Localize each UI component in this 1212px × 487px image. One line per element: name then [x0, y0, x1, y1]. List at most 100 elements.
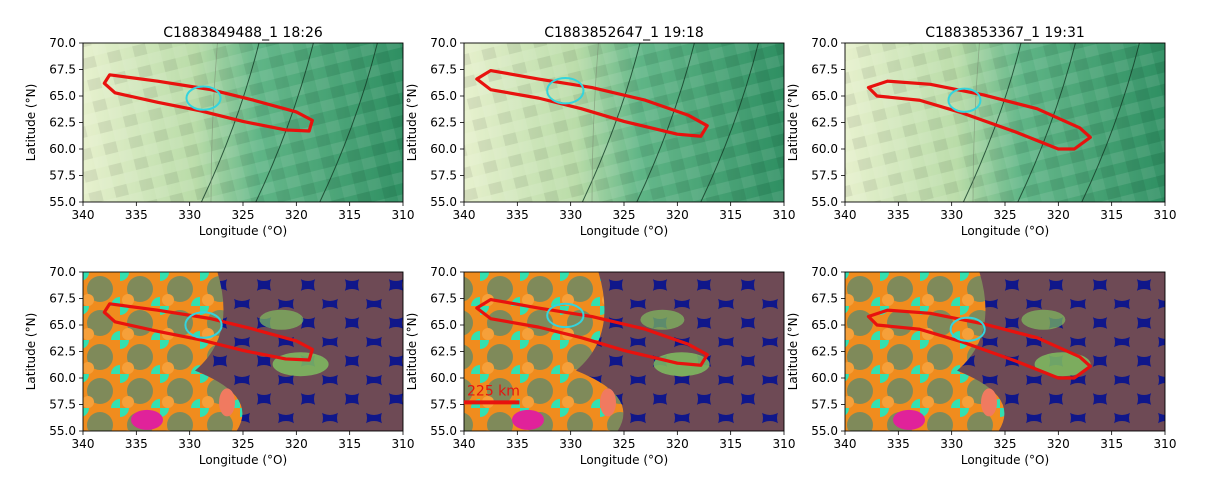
y-tick-label: 60.0 — [49, 371, 76, 385]
x-tick-label: 310 — [773, 208, 796, 222]
image-background — [845, 272, 1165, 431]
map-panel-1: 340 335 330 325 320 315 310 55.0 57.5 60.0 62.5 65.… — [24, 25, 414, 238]
x-tick-label: 340 — [834, 208, 857, 222]
x-tick-label: 325 — [613, 437, 636, 451]
y-tick-label: 60.0 — [811, 371, 838, 385]
y-axis-label: Latitude (°N) — [405, 84, 419, 162]
x-tick-label: 315 — [719, 437, 742, 451]
x-tick-label: 325 — [232, 437, 255, 451]
x-tick-label: 340 — [453, 208, 476, 222]
y-tick-label: 70.0 — [49, 36, 76, 50]
region-outline — [866, 79, 1092, 151]
y-tick-label: 65.0 — [49, 89, 76, 103]
y-axis-label: Latitude (°N) — [24, 313, 38, 391]
x-tick-label: 330 — [559, 208, 582, 222]
x-tick-label: 330 — [940, 437, 963, 451]
y-tick-label: 60.0 — [811, 142, 838, 156]
footprint-circle — [949, 316, 986, 342]
footprint-circle — [546, 302, 585, 329]
y-tick-label: 67.5 — [430, 63, 457, 77]
x-tick-label: 315 — [719, 208, 742, 222]
y-tick-label: 65.0 — [430, 89, 457, 103]
footprint-circle — [185, 85, 222, 111]
map-panel-2: 340 335 330 325 320 315 310 55.0 57.5 60.0 62.5 65.… — [405, 25, 795, 238]
y-tick-label: 57.5 — [811, 398, 838, 412]
panel-title: C1883853367_1 19:31 — [925, 25, 1085, 41]
map-panel-6: 340 335 330 325 320 315 310 55.0 57.5 60.0 62.5 65.… — [786, 265, 1176, 467]
map-panel-3: 340 335 330 325 320 315 310 55.0 57.5 60.0 62.5 65.… — [786, 25, 1176, 238]
y-tick-label: 57.5 — [49, 398, 76, 412]
y-tick-label: 67.5 — [49, 63, 76, 77]
x-axis-label: Longitude (°O) — [961, 453, 1049, 467]
y-tick-label: 67.5 — [811, 63, 838, 77]
x-tick-label: 340 — [72, 208, 95, 222]
x-tick-label: 315 — [1100, 437, 1123, 451]
y-tick-label: 67.5 — [811, 292, 838, 306]
y-tick-label: 62.5 — [811, 345, 838, 359]
y-axis-label: Latitude (°N) — [786, 84, 800, 162]
x-axis-label: Longitude (°O) — [961, 224, 1049, 238]
x-tick-label: 310 — [1154, 208, 1177, 222]
y-tick-label: 70.0 — [430, 265, 457, 279]
x-tick-label: 325 — [232, 208, 255, 222]
x-tick-label: 320 — [666, 437, 689, 451]
y-tick-label: 55.0 — [430, 424, 457, 438]
y-tick-label: 57.5 — [49, 169, 76, 183]
region-outline — [102, 302, 314, 362]
x-tick-label: 340 — [834, 437, 857, 451]
y-tick-label: 57.5 — [430, 398, 457, 412]
y-tick-label: 67.5 — [430, 292, 457, 306]
x-tick-label: 310 — [392, 437, 415, 451]
y-tick-label: 65.0 — [49, 318, 76, 332]
x-tick-label: 310 — [1154, 437, 1177, 451]
x-tick-label: 330 — [178, 208, 201, 222]
y-axis-label: Latitude (°N) — [405, 313, 419, 391]
map-panel-4: 340 335 330 325 320 315 310 55.0 57.5 60.0 62.5 65.… — [24, 265, 414, 467]
y-tick-label: 70.0 — [811, 36, 838, 50]
x-axis-label: Longitude (°O) — [199, 453, 287, 467]
x-tick-label: 320 — [666, 208, 689, 222]
footprint-circle — [546, 76, 585, 105]
map-panel-5: 340 335 330 325 320 315 310 55.0 57.5 60.0 62.5 65.… — [405, 265, 795, 467]
y-tick-label: 70.0 — [430, 36, 457, 50]
y-tick-label: 67.5 — [49, 292, 76, 306]
x-tick-label: 330 — [559, 437, 582, 451]
panel-title: C1883849488_1 18:26 — [163, 25, 323, 41]
x-axis-label: Longitude (°O) — [199, 224, 287, 238]
x-tick-label: 320 — [1047, 208, 1070, 222]
footprint-circle — [184, 311, 223, 339]
x-tick-label: 320 — [285, 208, 308, 222]
x-tick-label: 335 — [887, 437, 910, 451]
y-tick-label: 62.5 — [430, 345, 457, 359]
x-tick-label: 315 — [338, 437, 361, 451]
region-outline — [475, 297, 709, 367]
x-tick-label: 335 — [125, 208, 148, 222]
x-tick-label: 310 — [773, 437, 796, 451]
x-tick-label: 330 — [178, 437, 201, 451]
panel-title: C1883852647_1 19:18 — [544, 25, 704, 41]
y-axis-label: Latitude (°N) — [786, 313, 800, 391]
y-tick-label: 62.5 — [811, 116, 838, 130]
x-tick-label: 315 — [338, 208, 361, 222]
scale-bar-label: 225 km — [467, 383, 520, 399]
x-tick-label: 340 — [72, 437, 95, 451]
region-outline — [866, 308, 1092, 380]
image-background — [845, 43, 1165, 202]
x-tick-label: 310 — [392, 208, 415, 222]
x-tick-label: 325 — [994, 208, 1017, 222]
y-tick-label: 65.0 — [811, 89, 838, 103]
y-tick-label: 55.0 — [430, 195, 457, 209]
x-axis-label: Longitude (°O) — [580, 453, 668, 467]
y-tick-label: 65.0 — [430, 318, 457, 332]
x-tick-label: 335 — [506, 208, 529, 222]
x-tick-label: 320 — [1047, 437, 1070, 451]
x-tick-label: 320 — [285, 437, 308, 451]
y-tick-label: 55.0 — [49, 424, 76, 438]
x-tick-label: 315 — [1100, 208, 1123, 222]
y-axis-label: Latitude (°N) — [24, 84, 38, 162]
y-tick-label: 65.0 — [811, 318, 838, 332]
y-tick-label: 62.5 — [49, 116, 76, 130]
x-tick-label: 325 — [613, 208, 636, 222]
y-tick-label: 70.0 — [49, 265, 76, 279]
